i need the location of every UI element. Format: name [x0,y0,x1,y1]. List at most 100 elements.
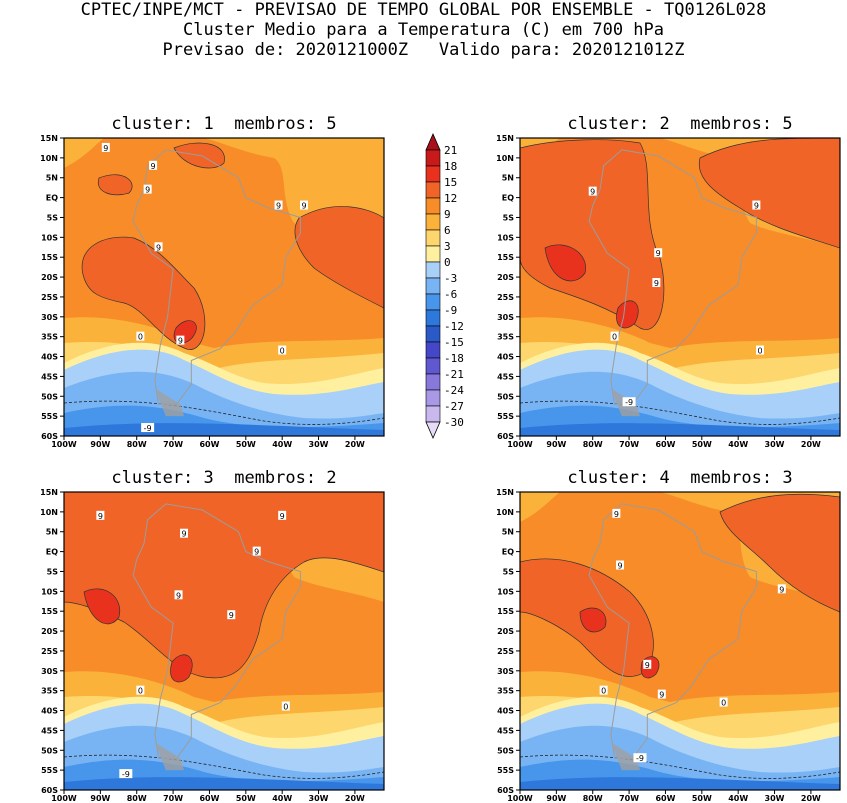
lat-tick-label: 5S [503,213,515,222]
lon-tick-label: 80W [583,440,603,449]
lat-tick-label: 40S [497,707,514,716]
lat-tick-label: 50S [41,746,58,755]
lat-tick-label: 10N [496,154,514,163]
colorbar-swatch [425,197,441,215]
map-panel-4: 9 9 9 9 9 0 0 -9 15N 10N 5N EQ 5S 10S 15S 20S 25S 30S 35S 4… [496,488,841,803]
colorbar-swatch [425,325,441,343]
map-panel-3: 9 9 9 9 9 9 9 0 0 -9 15N 10N 5N EQ 5S 10S 15S 20S 25S 30S 35… [40,488,423,803]
lat-tick-label: 25S [497,647,514,656]
lon-tick-label: 60W [655,440,675,449]
lon-tick-label: 30W [765,794,785,803]
lat-tick-label: 40S [41,353,58,362]
lat-tick-label: 15N [40,134,58,143]
lat-tick-label: 5S [47,567,59,576]
contour-label: 0 [601,687,606,696]
lat-tick-label: 10N [40,154,58,163]
contour-label: 9 [229,611,234,620]
lat-tick-label: 45S [41,726,58,735]
lat-tick-label: 5N [502,528,514,537]
contour-label: 9 [779,585,784,594]
lat-tick-label: 60S [41,432,58,441]
colorbar-label: 21 [444,144,457,157]
lon-tick-label: 100W [507,440,533,449]
lat-tick-label: 10S [41,233,58,242]
forecast-dates: Previsao de: 2020121000Z Valido para: 20… [162,40,685,60]
lat-tick-label: 20S [41,627,58,636]
contour-label: 9 [418,587,423,596]
lon-tick-label: 60W [199,440,219,449]
lat-tick-label: 45S [497,726,514,735]
lon-tick-label: 70W [163,440,183,449]
south-america-outline [132,149,301,405]
contour-label: 9 [254,548,259,557]
lon-tick-label: 40W [728,440,748,449]
lat-tick-label: 10S [497,233,514,242]
colorbar-swatch [425,149,441,167]
lat-tick-label: 15S [497,253,514,262]
colorbar-label: -3 [444,272,457,285]
colorbar-label: -15 [444,336,464,349]
page-title: CPTEC/INPE/MCT - PREVISAO DE TEMPO GLOBA… [80,0,767,20]
lat-tick-label: 15S [41,253,58,262]
page-subtitle: Cluster Medio para a Temperatura (C) em … [182,20,665,40]
lon-tick-label: 90W [90,440,110,449]
lon-tick-label: 50W [236,440,256,449]
contour-label: 9 [145,186,150,195]
lon-tick-label: 70W [163,794,183,803]
south-america-outline [132,503,301,759]
lat-tick-label: 15S [497,607,514,616]
lat-tick-label: 40S [497,353,514,362]
lat-tick-label: 45S [41,372,58,381]
lon-tick-label: 60W [199,794,219,803]
lat-tick-label: 50S [497,392,514,401]
lon-tick-label: 80W [127,440,147,449]
lat-tick-label: 35S [41,687,58,696]
lat-tick-label: 50S [497,746,514,755]
lat-tick-label: 10S [497,587,514,596]
lat-tick-label: 15N [496,134,514,143]
lon-tick-label: 20W [801,440,821,449]
contour-label: -9 [122,770,130,779]
lat-tick-label: 30S [41,313,58,322]
colorbar-label: -6 [444,288,457,301]
contour-label: 0 [757,347,762,356]
colorbar-label: 0 [444,256,451,269]
lat-tick-label: 35S [497,687,514,696]
lon-tick-label: 70W [619,794,639,803]
colorbar-swatch [425,181,441,199]
lon-tick-label: 20W [801,794,821,803]
lon-tick-label: 20W [345,440,365,449]
lon-tick-label: 60W [655,794,675,803]
lon-tick-label: 40W [272,794,292,803]
contour-label: 9 [614,510,619,519]
panel-2-title: cluster: 2 membros: 5 [567,114,793,134]
lon-tick-label: 90W [546,440,566,449]
lon-tick-label: 100W [507,794,533,803]
contour-label: 0 [138,333,143,342]
colorbar-swatch [425,293,441,311]
colorbar-label: -18 [444,352,464,365]
colorbar-label: 12 [444,192,457,205]
lat-tick-label: 20S [41,273,58,282]
map-panel-1: 9 9 9 9 9 9 9 0 0 -9 15N 10N 5N EQ 5S 10S 15S 20S 25S 30S 35… [40,134,385,449]
colorbar-label: 3 [444,240,451,253]
contour-label: 0 [138,687,143,696]
colorbar-label: -9 [444,304,457,317]
colorbar-label: -30 [444,416,464,429]
lon-tick-label: 40W [728,794,748,803]
south-america-outline [588,503,757,759]
colorbar: 21 18 15 12 9 6 3 0 -3 -6 -9 -12 -15 -18 -21 -24 -27 -30 [425,133,464,439]
lat-tick-label: 30S [497,667,514,676]
lat-tick-label: 60S [497,432,514,441]
colorbar-label: -12 [444,320,464,333]
lon-tick-label: 50W [692,440,712,449]
lat-tick-label: 20S [497,627,514,636]
lat-tick-label: 55S [41,412,58,421]
colorbar-swatch [425,309,441,327]
lat-tick-label: 55S [497,412,514,421]
contour-label: 0 [612,333,617,342]
panel-3-title: cluster: 3 membros: 2 [111,468,337,488]
lat-tick-label: 10S [41,587,58,596]
lat-tick-label: 5N [502,174,514,183]
